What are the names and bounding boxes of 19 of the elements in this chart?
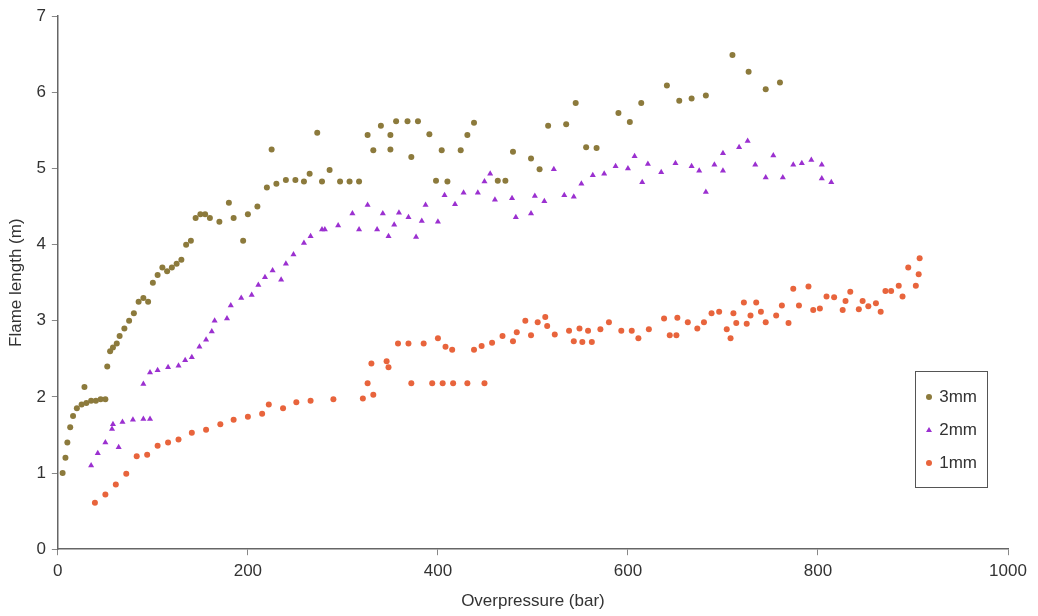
y-tick-label: 1 — [36, 462, 46, 482]
y-tick-label: 5 — [36, 158, 46, 178]
x-axis-title: Overpressure (bar) — [461, 591, 605, 611]
x-tick-label: 800 — [803, 561, 833, 581]
y-tick-label: 0 — [36, 538, 46, 558]
y-tick-label: 4 — [36, 234, 46, 254]
x-tick-label: 0 — [53, 561, 63, 581]
x-tick-label: 1000 — [989, 561, 1027, 581]
y-tick-label: 7 — [36, 5, 46, 25]
y-tick-label: 3 — [36, 310, 46, 330]
x-tick-label: 200 — [233, 561, 263, 581]
legend-label: 3mm — [939, 386, 977, 408]
y-axis-title: Flame length (m) — [5, 218, 25, 347]
x-tick-label: 400 — [423, 561, 453, 581]
y-tick-label: 6 — [36, 82, 46, 102]
legend-label: 1mm — [939, 452, 977, 474]
y-tick-label: 2 — [36, 386, 46, 406]
x-tick-label: 600 — [613, 561, 643, 581]
legend-label: 2mm — [939, 419, 977, 441]
